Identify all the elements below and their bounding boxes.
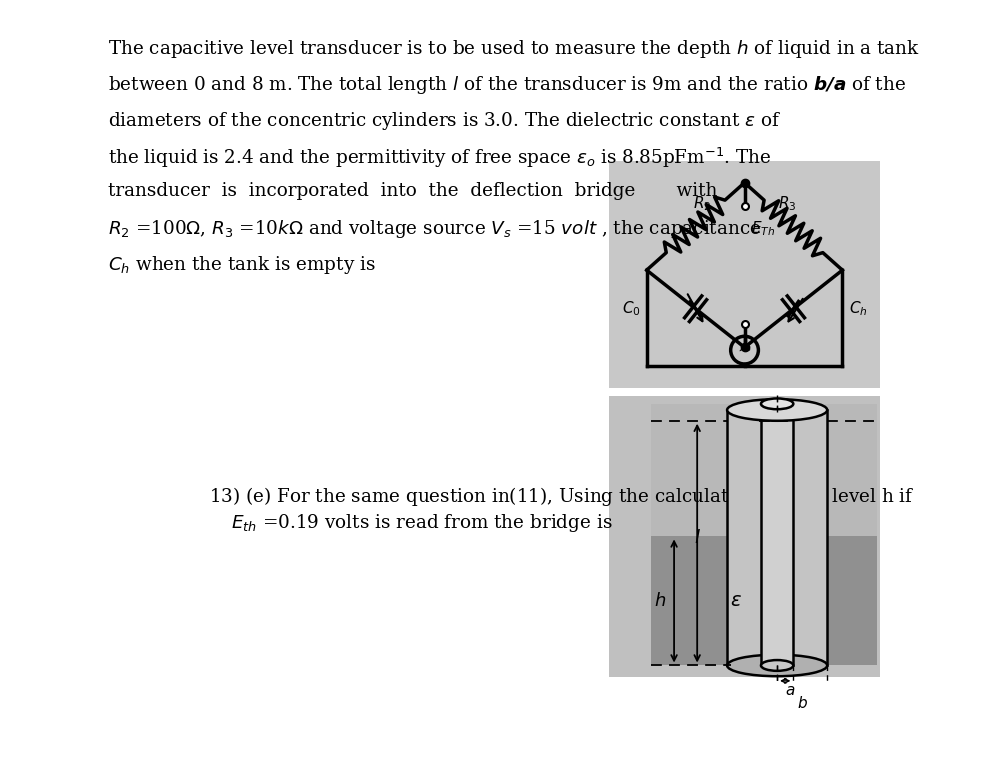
Bar	[651, 536, 876, 666]
Bar	[760, 404, 793, 666]
Text: ~: ~	[737, 341, 750, 359]
Text: $R_2$ =100$\Omega$, $R_3$ =10$k\Omega$ and voltage source $V_s$ =15 $volt$ , the: $R_2$ =100$\Omega$, $R_3$ =10$k\Omega$ a…	[107, 218, 760, 240]
Text: $C_h$: $C_h$	[848, 299, 867, 318]
Text: transducer  is  incorporated  into  the  deflection  bridge       with: transducer is incorporated into the defl…	[107, 182, 717, 200]
Text: $h$: $h$	[654, 592, 666, 610]
Bar	[727, 410, 826, 666]
Text: The capacitive level transducer is to be used to measure the depth $\it{h}$ of l: The capacitive level transducer is to be…	[107, 38, 919, 60]
Bar	[651, 404, 876, 536]
Ellipse shape	[760, 660, 793, 671]
Text: diameters of the concentric cylinders is 3.0. The dielectric constant $\varepsil: diameters of the concentric cylinders is…	[107, 110, 781, 132]
Text: $E_{th}$ =0.19 volts is read from the bridge is: $E_{th}$ =0.19 volts is read from the br…	[231, 513, 611, 534]
Text: the liquid is 2.4 and the permittivity of free space $\varepsilon_o$ is 8.85pFm$: the liquid is 2.4 and the permittivity o…	[107, 146, 771, 170]
Ellipse shape	[727, 655, 826, 676]
Ellipse shape	[727, 399, 826, 421]
Bar	[608, 161, 880, 389]
Text: $b$: $b$	[796, 695, 807, 711]
Text: $R_2$: $R_2$	[692, 194, 710, 213]
Text: $C_h$ when the tank is empty is: $C_h$ when the tank is empty is	[107, 254, 376, 276]
Text: $\varepsilon$: $\varepsilon$	[730, 592, 741, 610]
Text: $l$: $l$	[693, 529, 700, 547]
Text: $a$: $a$	[784, 684, 795, 698]
Text: $C_0$: $C_0$	[621, 299, 640, 318]
Text: $R_3$: $R_3$	[777, 194, 796, 213]
Ellipse shape	[760, 399, 793, 409]
Bar	[608, 396, 880, 677]
Text: between 0 and 8 m. The total length $\it{l}$ of the transducer is 9m and the rat: between 0 and 8 m. The total length $\it…	[107, 74, 905, 96]
Text: $E_{Th}$: $E_{Th}$	[750, 220, 774, 239]
Text: 13) (e) For the same question in(11), Using the calculated $C_0$ , the level h i: 13) (e) For the same question in(11), Us…	[209, 484, 914, 507]
